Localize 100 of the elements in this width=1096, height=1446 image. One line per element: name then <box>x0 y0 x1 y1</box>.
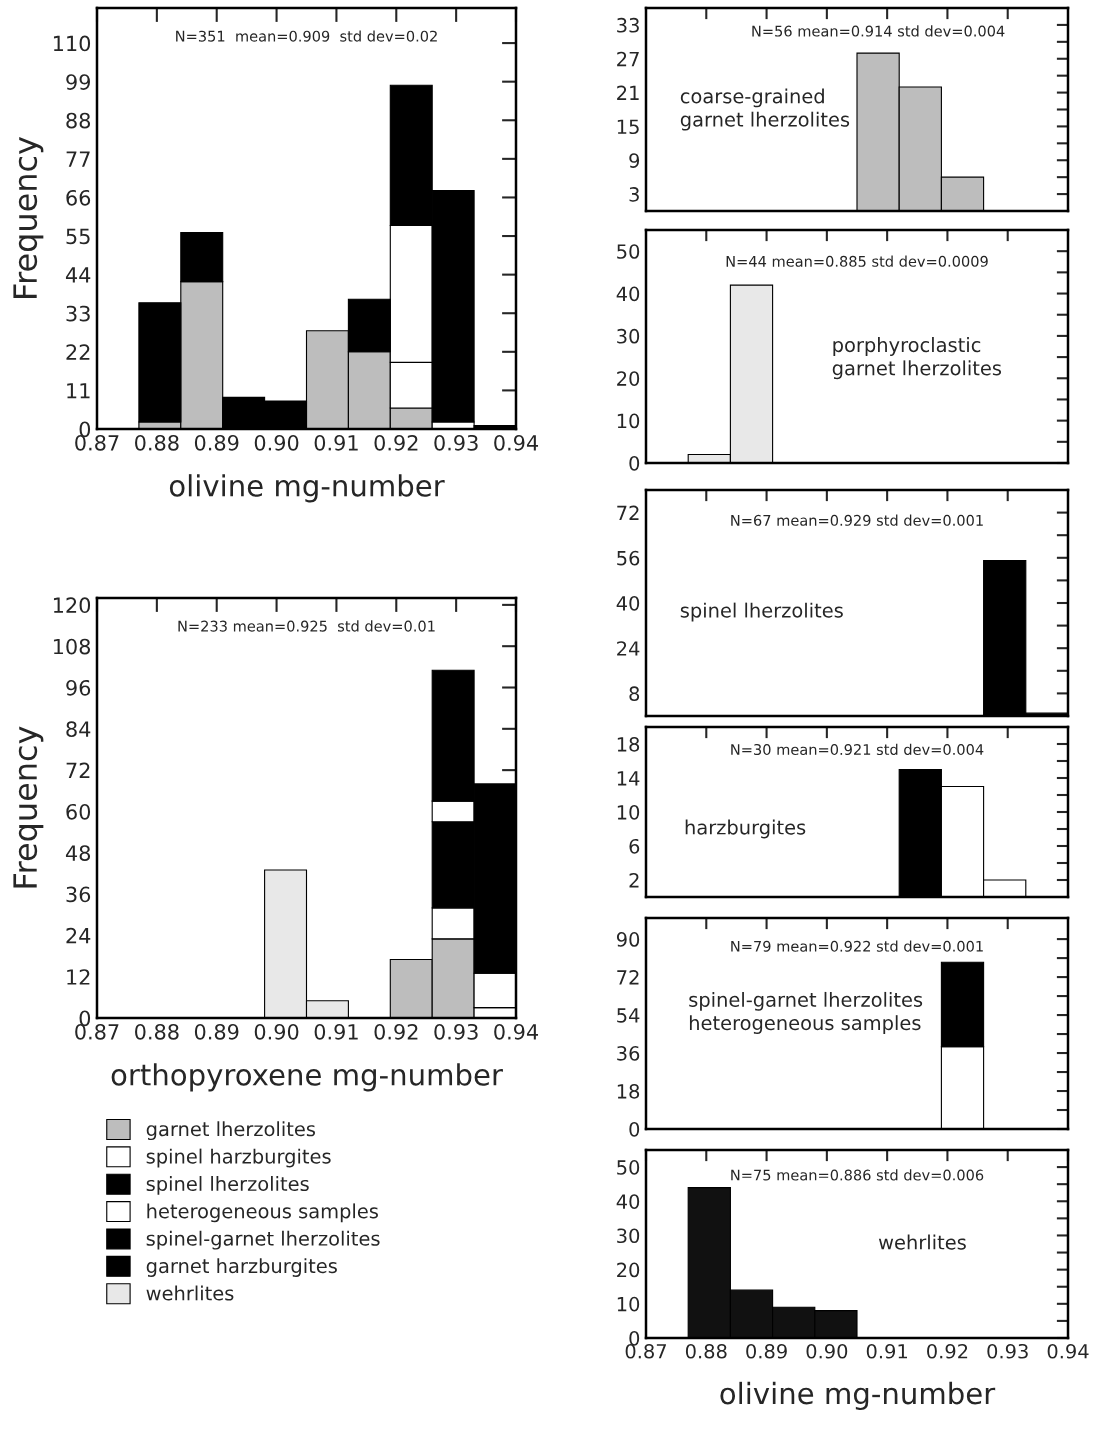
y-tick-label: 20 <box>617 1262 640 1278</box>
annotation: harzburgites <box>685 819 806 839</box>
legend-label: wehrlites <box>146 1285 234 1301</box>
y-tick-label: 10 <box>617 1296 640 1312</box>
y-tick-label: 72 <box>617 505 639 520</box>
x-tick-label: 0.90 <box>254 1023 299 1040</box>
y-tick-label: 24 <box>66 927 91 944</box>
y-tick-label: 20 <box>617 371 640 386</box>
y-tick-label: 56 <box>617 550 640 566</box>
y-axis-title: Frequency <box>13 726 44 888</box>
annotation: spinel lherzolites <box>680 602 843 622</box>
x-tick-label: 0.94 <box>494 434 539 451</box>
y-tick-label: 60 <box>66 803 91 820</box>
y-tick-label: 18 <box>617 1083 640 1099</box>
y-tick-label: 33 <box>66 305 90 322</box>
y-tick-label: 72 <box>617 970 639 985</box>
x-tick-label: 0.92 <box>374 434 418 451</box>
x-tick-label: 0.91 <box>314 434 358 451</box>
y-axis-title: Frequency <box>13 136 44 298</box>
y-tick-label: 0 <box>629 1330 640 1346</box>
annotation: porphyroclastic garnet lherzolites <box>832 337 1002 380</box>
y-tick-label: 10 <box>617 804 640 820</box>
annotation: coarse-grained garnet lherzolites <box>680 88 850 131</box>
x-tick-label: 0.92 <box>927 1343 968 1359</box>
x-axis-title: orthopyroxene mg-number <box>111 1063 503 1092</box>
legend-label: spinel harzburgites <box>146 1148 331 1168</box>
x-tick-label: 0.88 <box>135 1023 179 1040</box>
y-tick-label: 24 <box>617 641 640 656</box>
y-tick-label: 72 <box>66 762 90 779</box>
y-tick-label: 40 <box>616 286 640 302</box>
y-tick-label: 10 <box>617 413 640 429</box>
y-tick-label: 36 <box>617 1046 640 1061</box>
y-tick-label: 33 <box>617 17 639 33</box>
y-tick-label: 36 <box>66 886 91 903</box>
annotation: N=79 mean=0.922 std dev=0.001 <box>731 940 983 952</box>
annotation: N=67 mean=0.929 std dev=0.001 <box>731 514 983 526</box>
y-tick-label: 44 <box>65 267 91 283</box>
y-tick-label: 77 <box>66 151 90 167</box>
x-axis-title: olivine mg-number <box>720 1381 996 1411</box>
x-tick-label: 0.93 <box>434 434 478 451</box>
y-tick-label: 21 <box>617 85 639 100</box>
x-tick-label: 0.90 <box>254 434 299 451</box>
x-tick-label: 0.91 <box>314 1023 358 1040</box>
x-tick-label: 0.88 <box>685 1343 727 1359</box>
legend-label: spinel lherzolites <box>146 1176 309 1195</box>
y-tick-label: 48 <box>65 845 91 861</box>
x-tick-label: 0.93 <box>434 1023 478 1040</box>
y-tick-label: 40 <box>616 1194 640 1209</box>
y-tick-label: 27 <box>617 51 639 67</box>
y-tick-label: 2 <box>629 872 639 888</box>
annotation: N=56 mean=0.914 std dev=0.004 <box>752 25 1005 37</box>
annotation: spinel-garnet lherzolites heterogeneous samples <box>689 991 923 1034</box>
x-axis-title: olivine mg-number <box>169 474 445 503</box>
x-tick-label: 0.90 <box>806 1343 848 1359</box>
y-tick-label: 108 <box>53 638 91 655</box>
x-tick-label: 0.87 <box>625 1343 666 1359</box>
y-tick-label: 88 <box>66 112 91 129</box>
annotation: wehrlites <box>878 1234 966 1250</box>
y-tick-label: 3 <box>629 187 639 202</box>
x-tick-label: 0.92 <box>374 1023 418 1040</box>
annotation: N=30 mean=0.921 std dev=0.004 <box>731 743 984 756</box>
y-tick-label: 66 <box>66 189 91 206</box>
y-tick-label: 9 <box>629 153 640 168</box>
y-tick-label: 30 <box>617 328 640 344</box>
annotation: N=351 mean=0.909 std dev=0.02 <box>176 30 437 42</box>
y-tick-label: 110 <box>53 35 91 52</box>
x-tick-label: 0.94 <box>1047 1343 1089 1359</box>
y-tick-label: 0 <box>629 455 640 471</box>
y-tick-label: 55 <box>66 228 90 245</box>
x-tick-label: 0.94 <box>494 1023 539 1040</box>
y-tick-label: 22 <box>66 344 90 360</box>
annotation: N=44 mean=0.885 std dev=0.0009 <box>726 255 988 267</box>
y-tick-label: 6 <box>629 838 640 854</box>
x-tick-label: 0.91 <box>866 1343 907 1359</box>
y-tick-label: 30 <box>617 1228 640 1244</box>
x-tick-label: 0.89 <box>194 1023 239 1040</box>
legend-label: garnet lherzolites <box>146 1121 316 1141</box>
y-tick-label: 84 <box>66 721 91 738</box>
y-tick-label: 15 <box>617 119 639 135</box>
annotation: N=233 mean=0.925 std dev=0.01 <box>178 620 435 632</box>
y-tick-label: 14 <box>617 771 640 786</box>
y-tick-label: 96 <box>66 679 91 696</box>
x-tick-label: 0.93 <box>987 1343 1028 1359</box>
x-tick-label: 0.88 <box>135 434 179 451</box>
x-tick-label: 0.89 <box>746 1343 787 1359</box>
y-tick-label: 12 <box>67 969 90 985</box>
y-tick-label: 90 <box>616 932 640 947</box>
y-tick-label: 8 <box>629 686 640 702</box>
legend-label: heterogeneous samples <box>147 1203 378 1223</box>
y-tick-label: 50 <box>617 1160 640 1175</box>
y-tick-label: 40 <box>616 595 640 611</box>
y-tick-label: 54 <box>617 1008 640 1023</box>
y-tick-label: 0 <box>629 1121 640 1137</box>
annotation: N=75 mean=0.886 std dev=0.006 <box>731 1169 984 1181</box>
y-tick-label: 18 <box>617 736 640 752</box>
x-tick-label: 0.89 <box>194 434 239 451</box>
y-tick-label: 11 <box>67 383 90 399</box>
legend-label: spinel-garnet lherzolites <box>146 1230 380 1250</box>
legend-label: garnet harzburgites <box>146 1258 337 1277</box>
y-tick-label: 50 <box>617 244 640 259</box>
